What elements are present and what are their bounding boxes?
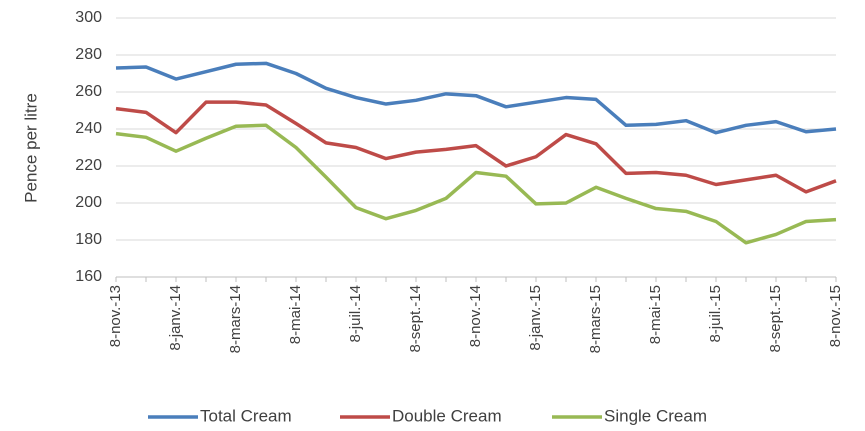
y-axis-label: Pence per litre	[21, 93, 40, 203]
y-tick-label: 240	[75, 120, 102, 137]
y-tick-label: 220	[75, 157, 102, 174]
y-tick-label: 200	[75, 194, 102, 211]
y-tick-label: 280	[75, 46, 102, 63]
y-tick-label: 260	[75, 83, 102, 100]
legend-label: Total Cream	[200, 406, 292, 425]
x-tick-label: 8-janv.-15	[527, 285, 544, 351]
y-tick-label: 160	[75, 268, 102, 285]
series-line	[115, 123, 837, 245]
legend-label: Single Cream	[604, 406, 707, 425]
x-tick-label: 8-mai-15	[647, 285, 664, 344]
series-line	[115, 100, 837, 194]
y-tick-label: 180	[75, 231, 102, 248]
x-tick-label: 8-nov.-13	[107, 285, 124, 347]
x-tick-label: 8-mars-15	[587, 285, 604, 353]
x-tick-label: 8-sept.-14	[407, 285, 424, 353]
x-tick-label: 8-mai-14	[287, 285, 304, 344]
x-tick-label: 8-juil.-15	[707, 285, 724, 343]
x-tick-label: 8-mars-14	[227, 285, 244, 353]
x-tick-label: 8-janv.-14	[167, 285, 184, 351]
series-line	[115, 61, 837, 135]
x-tick-label: 8-sept.-15	[767, 285, 784, 353]
x-tick-label: 8-nov.-15	[827, 285, 844, 347]
y-tick-label: 300	[75, 9, 102, 26]
x-tick-label: 8-nov.-14	[467, 285, 484, 347]
x-tick-label: 8-juil.-14	[347, 285, 364, 343]
legend-label: Double Cream	[392, 406, 502, 425]
